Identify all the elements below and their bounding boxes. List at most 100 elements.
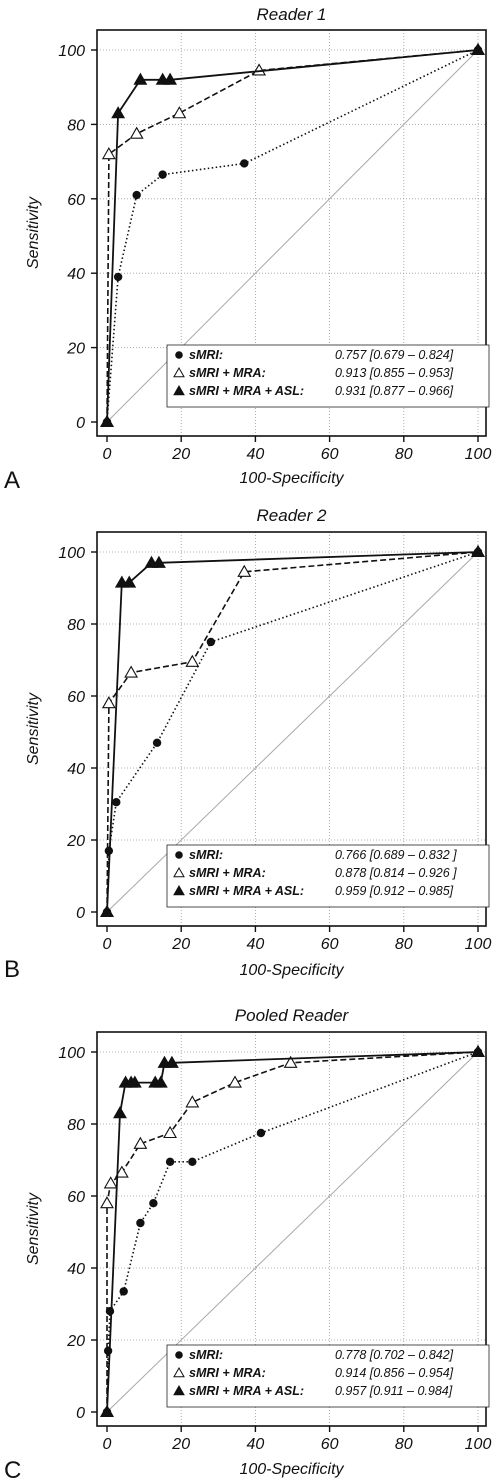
data-point-circle — [103, 1346, 113, 1356]
data-point-open-triangle — [237, 564, 252, 577]
data-point-open-triangle — [100, 1196, 114, 1209]
data-point-circle — [256, 1128, 266, 1138]
data-point-open-triangle — [101, 147, 116, 160]
x-tick-label: 0 — [103, 1436, 112, 1453]
y-tick-label: 80 — [67, 117, 85, 134]
data-point-circle — [136, 1218, 145, 1228]
legend-auc-value: 0.957 [0.911 – 0.984] — [335, 1384, 453, 1398]
data-point-open-triangle — [133, 1136, 148, 1149]
panel-title: Reader 2 — [257, 506, 327, 525]
legend-series-name: sMRI + MRA: — [189, 866, 266, 880]
x-tick-label: 100 — [465, 936, 492, 953]
data-point-circle — [149, 1199, 158, 1208]
data-point-filled-triangle — [111, 106, 126, 119]
data-point-circle — [206, 637, 216, 647]
panel-letter: B — [4, 956, 20, 983]
legend-auc-value: 0.931 [0.877 – 0.966] — [335, 384, 454, 398]
x-tick-label: 20 — [171, 936, 190, 953]
data-point-open-triangle — [114, 1165, 129, 1178]
legend-series-name: sMRI + MRA: — [189, 1366, 266, 1380]
legend-series-name: sMRI + MRA: — [189, 366, 266, 380]
panel-letter: A — [4, 467, 20, 494]
y-tick-label: 20 — [66, 1333, 85, 1350]
legend-series-name: sMRI: — [189, 348, 223, 362]
x-tick-label: 60 — [321, 446, 339, 463]
data-point-filled-triangle — [153, 1075, 168, 1088]
data-point-circle — [119, 1287, 128, 1296]
x-tick-label: 40 — [247, 936, 265, 953]
y-tick-label: 20 — [66, 341, 85, 358]
roc-curve-dashed — [106, 1051, 479, 1412]
roc-panel-c: Pooled Reader 0 20 40 60 80 100 0 20 40 60 80 100 100… — [4, 1006, 491, 1481]
y-tick-label: 0 — [76, 905, 85, 922]
data-point-filled-triangle — [122, 575, 137, 588]
y-tick-label: 100 — [58, 43, 85, 60]
legend-marker-filled-triangle — [173, 884, 185, 896]
y-axis-label: Sensitivity — [25, 1192, 42, 1265]
x-tick-label: 60 — [321, 1436, 339, 1453]
x-tick-label: 40 — [247, 1436, 265, 1453]
data-point-filled-triangle — [100, 414, 114, 428]
data-point-circle — [132, 190, 141, 200]
data-point-filled-triangle — [127, 1075, 142, 1088]
legend-marker-circle — [175, 351, 183, 359]
y-tick-label: 20 — [66, 833, 85, 850]
y-tick-label: 100 — [58, 545, 85, 562]
legend-auc-value: 0.778 [0.702 – 0.842] — [335, 1348, 454, 1362]
y-axis-label: Sensitivity — [25, 692, 42, 765]
roc-curve-dashed — [106, 551, 479, 913]
x-tick-label: 80 — [395, 446, 413, 463]
roc-panel-b: Reader 2 0 20 40 60 80 100 0 20 40 60 80 100 100-Spec… — [4, 506, 491, 983]
legend-marker-open-triangle — [173, 1366, 185, 1378]
data-point-filled-triangle — [164, 1055, 179, 1068]
plot-frame — [96, 1031, 487, 1427]
y-tick-label: 60 — [67, 689, 85, 706]
x-tick-label: 60 — [321, 936, 339, 953]
data-point-filled-triangle — [163, 72, 178, 85]
x-tick-label: 40 — [247, 446, 265, 463]
legend-box — [166, 344, 490, 408]
data-point-open-triangle — [185, 1095, 200, 1108]
data-point-filled-triangle — [151, 555, 166, 568]
x-tick-label: 100 — [465, 446, 492, 463]
legend-auc-value: 0.913 [0.855 – 0.953] — [335, 366, 454, 380]
legend-series-name: sMRI: — [189, 848, 223, 862]
panel-letter: C — [4, 1457, 21, 1481]
y-tick-label: 40 — [67, 266, 85, 283]
data-point-filled-triangle — [113, 1106, 127, 1119]
data-point-open-triangle — [283, 1055, 298, 1068]
y-tick-label: 80 — [67, 1117, 85, 1134]
legend-auc-value: 0.757 [0.679 – 0.824] — [335, 348, 454, 362]
x-tick-label: 0 — [103, 446, 112, 463]
roc-panel-a: Reader 1 0 20 40 60 80 100 0 20 40 60 80 100 100-Spec… — [4, 5, 491, 494]
legend-marker-filled-triangle — [173, 1384, 185, 1396]
data-point-filled-triangle — [133, 72, 148, 85]
y-tick-label: 40 — [67, 761, 85, 778]
legend-box — [166, 1344, 490, 1408]
data-point-circle — [152, 738, 162, 747]
plot-frame — [96, 531, 487, 927]
y-tick-label: 60 — [67, 192, 85, 209]
y-axis-label: Sensitivity — [25, 196, 42, 269]
data-point-filled-triangle — [471, 1044, 485, 1058]
data-point-open-triangle — [228, 1075, 242, 1088]
legend-marker-circle — [175, 851, 183, 859]
data-point-filled-triangle — [100, 1404, 114, 1418]
roc-curve-dashed — [106, 49, 479, 423]
data-point-circle — [112, 798, 121, 807]
data-point-circle — [188, 1157, 197, 1167]
panel-title: Reader 1 — [257, 5, 327, 24]
legend-series-name: sMRI + MRA + ASL: — [189, 384, 304, 398]
legend-auc-value: 0.959 [0.912 – 0.985] — [335, 884, 454, 898]
legend-series-name: sMRI + MRA + ASL: — [189, 1384, 304, 1398]
legend-series-name: sMRI: — [189, 1348, 223, 1362]
panel-title: Pooled Reader — [235, 1006, 350, 1025]
legend-auc-value: 0.766 [0.689 – 0.832 ] — [335, 848, 457, 862]
y-tick-label: 0 — [76, 415, 85, 432]
data-point-open-triangle — [103, 1176, 118, 1189]
x-axis-label: 100-Specificity — [239, 470, 344, 487]
data-point-circle — [158, 170, 167, 179]
y-tick-label: 80 — [67, 617, 85, 634]
legend-box — [166, 844, 490, 908]
